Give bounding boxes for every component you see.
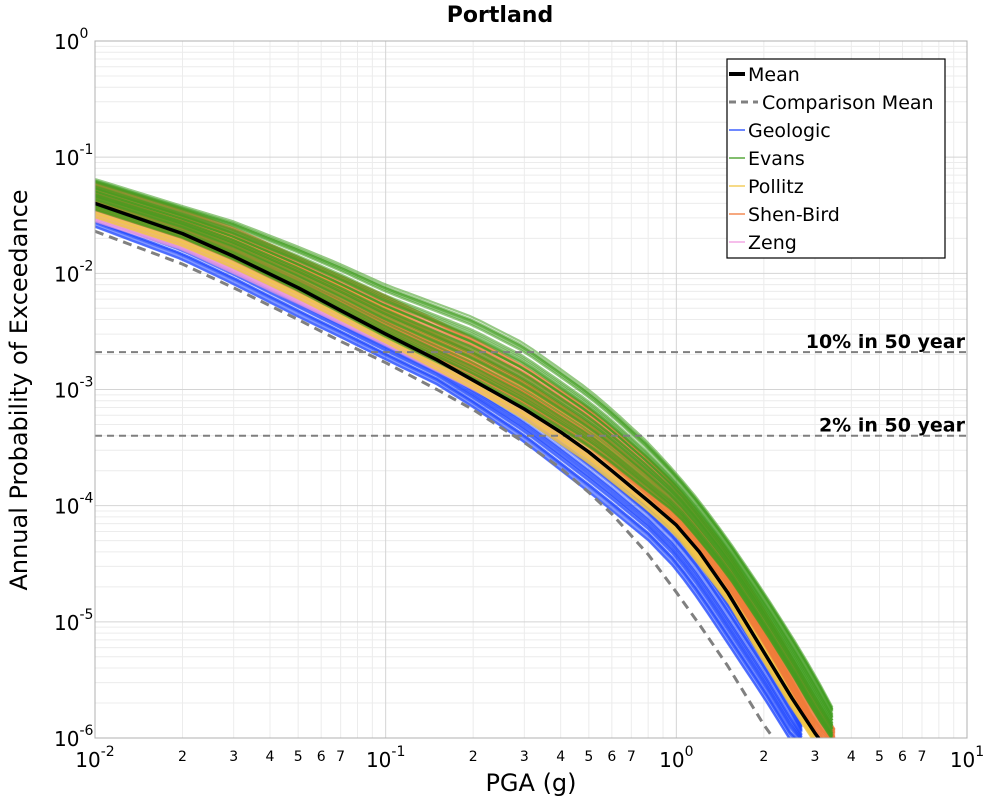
x-minor-tick-label: 5 <box>875 749 884 765</box>
legend-label-comparison-mean: Comparison Mean <box>762 92 934 114</box>
legend-label-shen-bird: Shen-Bird <box>748 204 840 226</box>
x-minor-tick-label: 6 <box>607 749 616 765</box>
evans-curve <box>95 202 834 734</box>
x-minor-tick-label: 6 <box>898 749 907 765</box>
legend-label-geologic: Geologic <box>748 120 831 142</box>
mean-line <box>95 201 821 738</box>
x-minor-tick-label: 5 <box>294 749 303 765</box>
model-bands <box>95 177 836 738</box>
y-tick-label: 10-6 <box>54 723 94 751</box>
y-tick-label: 10-3 <box>54 375 93 403</box>
x-minor-tick-label: 7 <box>918 749 927 765</box>
x-minor-tick-label: 7 <box>627 749 636 765</box>
evans-curve <box>95 177 834 708</box>
x-minor-tick-label: 5 <box>584 749 593 765</box>
x-minor-tick-label: 2 <box>469 749 478 765</box>
evans-curve <box>95 190 834 721</box>
x-tick-label: 101 <box>950 744 984 772</box>
comparison-mean-line <box>95 229 776 738</box>
evans-curve <box>95 200 834 732</box>
geologic-curve <box>95 225 791 738</box>
geologic-curve <box>95 223 794 738</box>
x-tick-label: 10-1 <box>366 744 405 772</box>
x-minor-tick-label: 2 <box>178 749 187 765</box>
evans-curve <box>95 207 834 738</box>
y-tick-label: 10-2 <box>54 258 93 286</box>
reference-line-label: 10% in 50 year <box>806 331 966 353</box>
x-minor-tick-label: 4 <box>847 749 856 765</box>
legend-label-pollitz: Pollitz <box>748 176 804 198</box>
evans-band <box>95 177 834 738</box>
y-tick-label: 100 <box>54 26 88 54</box>
y-tick-label: 10-4 <box>54 491 94 519</box>
geologic-curve <box>95 220 798 738</box>
legend-label-zeng: Zeng <box>748 232 797 254</box>
x-tick-label: 100 <box>659 744 693 772</box>
legend-label-evans: Evans <box>748 148 805 170</box>
legend-frame <box>726 58 946 259</box>
evans-curve <box>95 184 834 715</box>
y-axis-ticks: 100 10-1 10-2 10-3 10-4 10-5 10-6 <box>54 26 94 751</box>
x-minor-tick-label: 6 <box>317 749 326 765</box>
x-minor-tick-label: 2 <box>759 749 768 765</box>
x-minor-tick-label: 3 <box>520 749 529 765</box>
evans-curve <box>95 197 834 729</box>
x-minor-tick-label: 3 <box>811 749 820 765</box>
pollitz-curve <box>95 211 816 738</box>
legend-label-mean: Mean <box>748 64 800 86</box>
evans-curve <box>95 192 834 724</box>
y-axis-label: Annual Probability of Exceedance <box>5 189 33 590</box>
y-tick-label: 10-5 <box>54 607 93 635</box>
x-minor-tick-label: 4 <box>266 749 275 765</box>
x-axis-label: PGA (g) <box>485 769 576 797</box>
mean-lines <box>95 201 821 738</box>
plot-frame <box>94 40 968 739</box>
chart-title: Portland <box>447 3 553 28</box>
x-tick-label: 10-2 <box>75 744 114 772</box>
x-minor-tick-label: 7 <box>336 749 345 765</box>
x-minor-tick-label: 3 <box>229 749 238 765</box>
reference-line-label: 2% in 50 year <box>819 415 966 437</box>
legend: Mean Comparison Mean Geologic Evans Pollitz S… <box>726 58 946 259</box>
y-tick-label: 10-1 <box>54 142 93 170</box>
reference-lines: 10% in 50 year 2% in 50 year <box>95 331 967 437</box>
x-minor-tick-label: 4 <box>556 749 565 765</box>
